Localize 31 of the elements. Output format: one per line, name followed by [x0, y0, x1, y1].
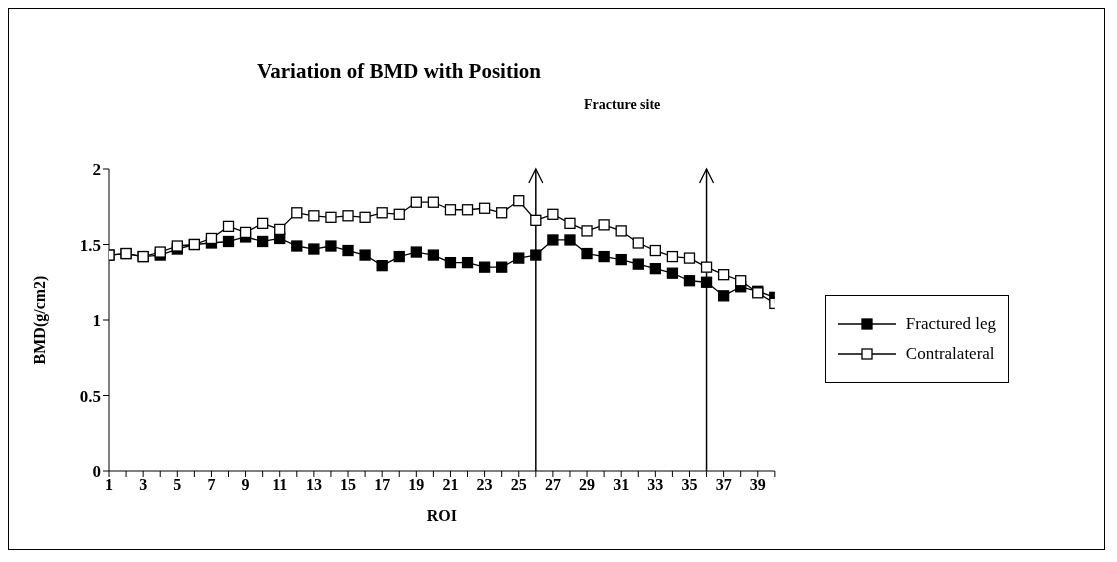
x-tick-label: 27 — [544, 476, 561, 494]
x-tick-label: 7 — [207, 476, 216, 494]
text: Fracture site — [584, 97, 661, 113]
x-tick-label: 3 — [139, 476, 148, 494]
x-tick-label: 21 — [442, 476, 459, 494]
y-axis-title: BMD(g/cm2) — [30, 275, 49, 365]
y-tick-label: 1 — [92, 311, 101, 331]
x-tick-label: 29 — [579, 476, 596, 494]
legend-label: Fractured leg — [905, 314, 996, 334]
y-tick-label: 2 — [92, 160, 101, 180]
x-tick-label: 15 — [340, 476, 357, 494]
x-tick-label: 19 — [408, 476, 425, 494]
x-tick-label: 39 — [749, 476, 766, 494]
x-tick-label: 5 — [173, 476, 182, 494]
x-tick-label: 35 — [681, 476, 698, 494]
chart-title: Variation of BMD with Position — [256, 59, 542, 84]
x-tick-label: 1 — [105, 476, 113, 494]
legend-label: Contralateral — [905, 344, 995, 364]
x-tick-label: 31 — [613, 476, 630, 494]
y-tick-label: 1.5 — [79, 235, 101, 255]
y-tick-label: 0 — [92, 462, 101, 482]
x-tick-label: 17 — [374, 476, 391, 494]
x-tick-label: 37 — [715, 476, 732, 494]
x-tick-label: 23 — [476, 476, 493, 494]
x-tick-label: 33 — [647, 476, 664, 494]
x-tick-label: 9 — [241, 476, 250, 494]
x-tick-label: 11 — [272, 476, 288, 494]
y-tick-label: 0.5 — [79, 386, 101, 406]
x-tick-label: 25 — [510, 476, 527, 494]
x-axis-title: ROI — [426, 507, 458, 524]
x-tick-label: 13 — [305, 476, 322, 494]
